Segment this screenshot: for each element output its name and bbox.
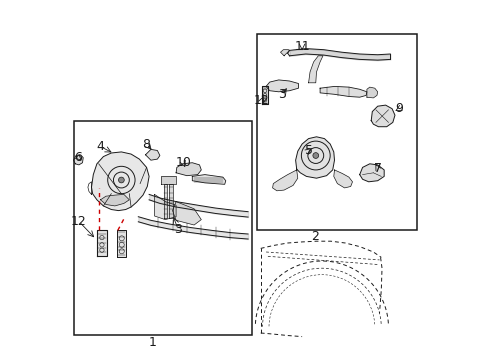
Text: 1: 1 [148,336,156,349]
Polygon shape [97,230,107,256]
Polygon shape [359,164,384,182]
Polygon shape [172,202,201,225]
Polygon shape [261,86,267,104]
Bar [257,34,416,230]
Polygon shape [145,149,160,160]
Polygon shape [101,194,129,206]
Text: 2: 2 [310,230,318,243]
Polygon shape [320,86,366,97]
Text: 12: 12 [71,215,86,228]
Polygon shape [333,170,352,188]
Polygon shape [154,194,176,220]
Polygon shape [73,155,83,165]
Circle shape [118,177,124,183]
Text: 10: 10 [175,156,191,169]
Polygon shape [265,80,298,92]
Polygon shape [163,184,167,218]
Polygon shape [168,184,172,218]
Text: 6: 6 [74,151,82,164]
Polygon shape [308,56,322,83]
Text: 8: 8 [142,138,150,150]
Polygon shape [176,163,201,176]
Text: 7: 7 [373,162,381,175]
Text: 11: 11 [294,40,309,53]
Text: 5: 5 [305,144,313,157]
Text: 9: 9 [395,102,403,115]
Polygon shape [161,176,176,184]
Polygon shape [366,87,377,98]
Text: 3: 3 [174,223,182,236]
Polygon shape [117,230,126,257]
Text: 12: 12 [253,94,269,107]
Polygon shape [192,175,225,184]
Polygon shape [295,137,334,178]
Circle shape [312,153,318,158]
Polygon shape [280,50,289,56]
Text: 3: 3 [278,88,285,101]
Text: 4: 4 [96,140,104,153]
Bar [73,121,251,335]
Polygon shape [370,105,394,127]
Polygon shape [91,152,149,211]
Polygon shape [272,170,297,191]
